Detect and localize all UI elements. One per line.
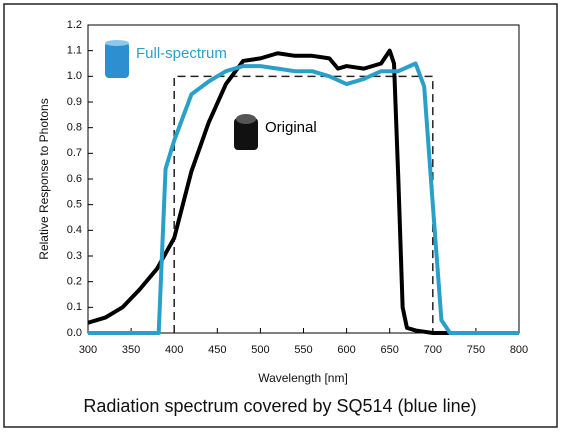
series-label: Full-spectrum [136, 45, 227, 62]
y-tick-label: 0.4 [67, 224, 82, 236]
x-tick-label: 300 [79, 344, 97, 356]
series-line [88, 61, 519, 335]
x-tick-label: 650 [381, 344, 399, 356]
x-tick-label: 550 [294, 344, 312, 356]
series-line [87, 48, 519, 335]
x-tick-label: 500 [251, 344, 269, 356]
original-icon [234, 114, 258, 150]
x-tick-label: 750 [467, 344, 485, 356]
x-axis-label: Wavelength [nm] [258, 371, 348, 385]
y-tick-label: 1.2 [67, 19, 82, 31]
x-tick-label: 700 [424, 344, 442, 356]
x-tick-label: 450 [208, 344, 226, 356]
caption: Radiation spectrum covered by SQ514 (blu… [83, 396, 476, 416]
y-tick-label: 0.6 [67, 173, 82, 185]
y-tick-label: 0.3 [67, 250, 82, 262]
y-tick-label: 1.1 [67, 45, 82, 57]
y-tick-label: 0.1 [67, 301, 82, 313]
x-tick-label: 350 [122, 344, 140, 356]
y-tick-label: 0.0 [67, 327, 82, 339]
x-tick-label: 400 [165, 344, 183, 356]
y-tick-label: 0.9 [67, 96, 82, 108]
series-label: Original [265, 119, 317, 136]
y-tick-label: 0.2 [67, 276, 82, 288]
full-spectrum-icon [105, 40, 129, 78]
y-tick-label: 0.7 [67, 147, 82, 159]
y-tick-label: 0.8 [67, 122, 82, 134]
x-tick-label: 600 [337, 344, 355, 356]
y-axis-label: Relative Response to Photons [37, 98, 51, 259]
x-tick-label: 800 [510, 344, 528, 356]
y-tick-label: 1.0 [67, 70, 82, 82]
y-tick-label: 0.5 [67, 199, 82, 211]
